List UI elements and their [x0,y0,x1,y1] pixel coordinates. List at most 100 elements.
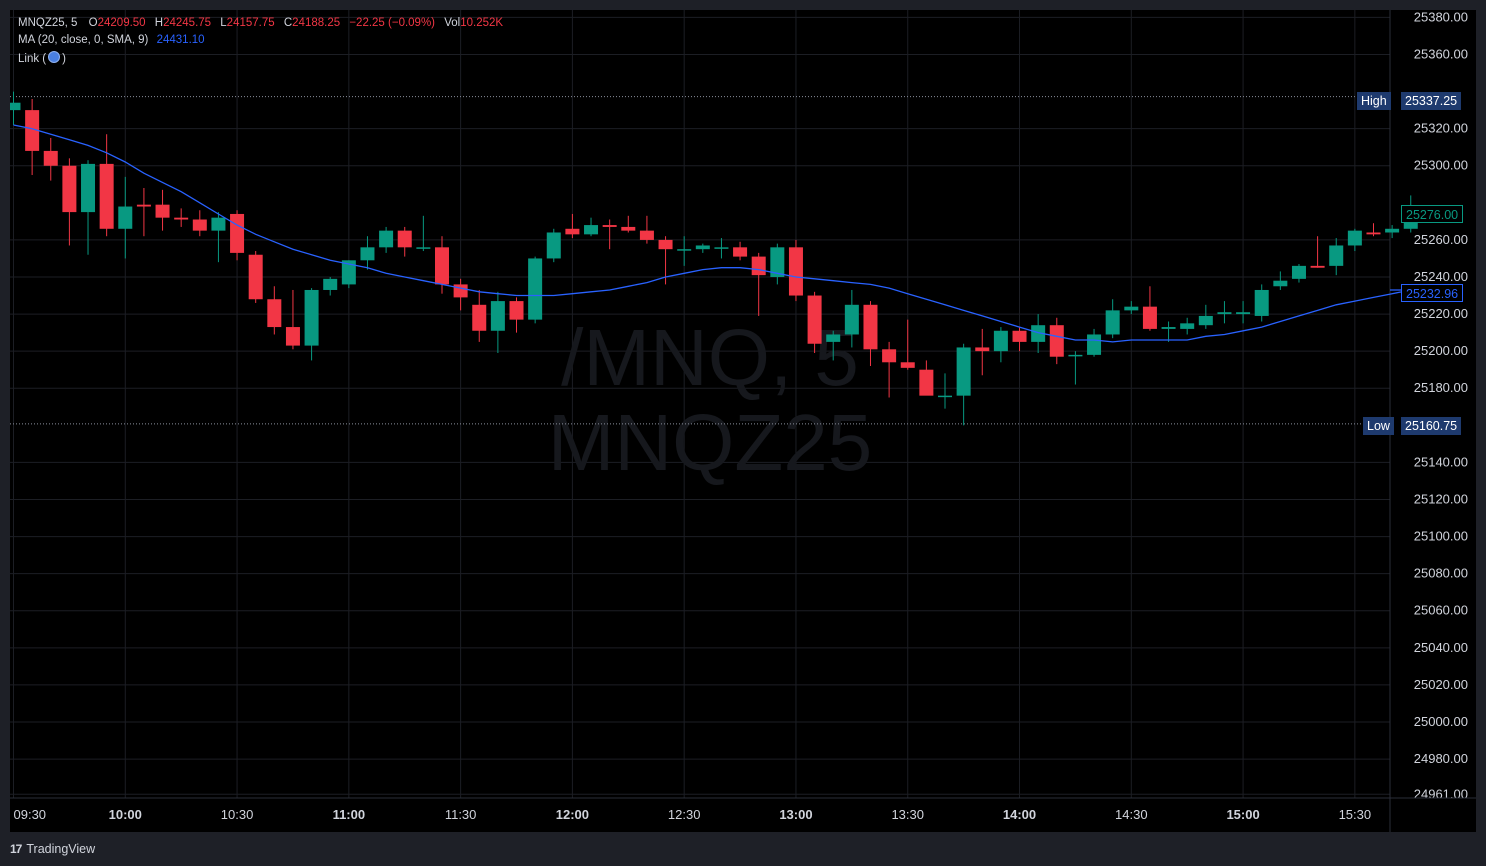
candle-body [43,150,58,166]
candle-body [267,299,282,328]
price-chart[interactable]: 25380.00 25360.00 25320.00 25300.00 25260.00… [10,10,1476,832]
chart-frame[interactable]: 25380.00 25360.00 25320.00 25300.00 25260.00… [10,10,1476,832]
interval: 5 [71,17,78,29]
indicator-legend[interactable]: MA (20, close, 0, SMA, 9) 24431.10 [18,34,205,46]
candle-body [528,258,543,320]
candle-body [546,232,561,259]
y-tick-label: 25240.00 [1414,269,1468,284]
candle-body [397,230,412,248]
candle-body [81,163,96,213]
candle-body [658,239,673,250]
candle-body [416,247,431,249]
y-tick-label: 25020.00 [1414,677,1468,692]
candle-body [714,247,729,249]
x-tick-label: 09:30 [14,807,47,822]
candle-body [956,347,971,396]
x-tick-label: 11:30 [445,807,477,822]
candle-body [733,247,748,257]
low-value: 24157.75 [226,17,275,29]
indicator-value: 24431.10 [156,34,205,46]
indicator-label[interactable]: MA (20, close, 0, SMA, 9) [18,34,149,46]
candle-body [1161,327,1176,329]
candle-body [900,362,915,368]
tag-low-label: Low [1363,417,1394,435]
candle-body [360,247,375,261]
candle-body [230,213,245,253]
candle-body [919,369,934,396]
x-tick-label: 15:00 [1226,807,1259,822]
candle-body [584,225,599,235]
candle-body [155,204,170,218]
candle-body [99,163,114,229]
candle-body [807,295,822,344]
symbol-legend: MNQZ25, 5 O24209.50 H24245.75 L24157.75 … [18,17,504,29]
y-tick-label: 25220.00 [1414,306,1468,321]
tradingview-branding[interactable]: 17 TradingView [10,840,95,858]
volume-label: Vol [444,17,461,29]
watermark-line-2: MNQZ25 [548,398,873,487]
x-tick-label: 13:00 [779,807,812,822]
y-tick-label: 24961.00 [1414,786,1468,801]
open-value: 24209.50 [97,17,146,29]
candle-body [844,304,859,335]
candle-body [211,217,226,231]
last-price-tag: 25276.00 [1401,205,1464,223]
candle-body [1124,306,1139,311]
candle-body [304,289,319,346]
y-tick-label: 25360.00 [1414,46,1468,61]
candle-body [118,206,133,229]
candle-body [1217,312,1232,315]
high-label: H [154,17,164,29]
link-dot-icon[interactable] [48,51,61,63]
candle-body [192,219,207,231]
candle-body [751,256,766,276]
x-tick-label: 14:00 [1003,807,1036,822]
y-tick-label: 25000.00 [1414,714,1468,729]
candle-body [602,225,617,227]
candle-body [1068,354,1083,357]
candle-body [25,110,40,151]
y-tick-label: 25260.00 [1414,232,1468,247]
y-tick-label: 25300.00 [1414,158,1468,173]
candle-body [1031,325,1046,342]
candle-body [174,217,189,220]
y-tick-label: 24980.00 [1414,751,1468,766]
candle-body [1254,289,1269,316]
x-tick-label: 10:00 [109,807,142,822]
candle-body [341,260,356,285]
y-tick-label: 25140.00 [1414,454,1468,469]
candle-body [826,334,841,342]
tag-high-label: High [1357,92,1391,110]
link-label[interactable]: Link ( [18,53,47,65]
tag-low-value: 25160.75 [1401,417,1462,435]
y-tick-label: 25380.00 [1414,10,1468,24]
candle-body [136,204,151,207]
candle-body [695,245,710,250]
candle-body [1049,325,1064,357]
close-value: 24188.25 [292,17,341,29]
x-tick-label: 14:30 [1115,807,1148,822]
candle-body [285,327,300,346]
low-label: L [220,17,227,29]
symbol-name[interactable]: MNQZ25 [18,17,65,29]
candle-body [379,230,394,248]
candle-body [1142,306,1157,329]
candle-body [975,347,990,352]
link-legend[interactable]: Link () [18,51,66,65]
candle-body [1087,334,1102,355]
y-tick-label: 25120.00 [1414,491,1468,506]
candle-body [938,395,952,398]
x-tick-label: 12:30 [668,807,701,822]
ma-price-tag: 25232.96 [1401,284,1464,302]
candle-body [1198,315,1213,326]
candle-body [1291,265,1306,279]
candle-body [453,284,468,298]
candle-body [788,247,803,296]
candle-body [248,254,263,300]
candle-body [434,247,449,285]
y-tick-label: 25040.00 [1414,640,1468,655]
candle-body [1310,265,1325,268]
candle-body [621,226,636,231]
candle-body [472,304,487,331]
candle-body [1105,310,1120,335]
